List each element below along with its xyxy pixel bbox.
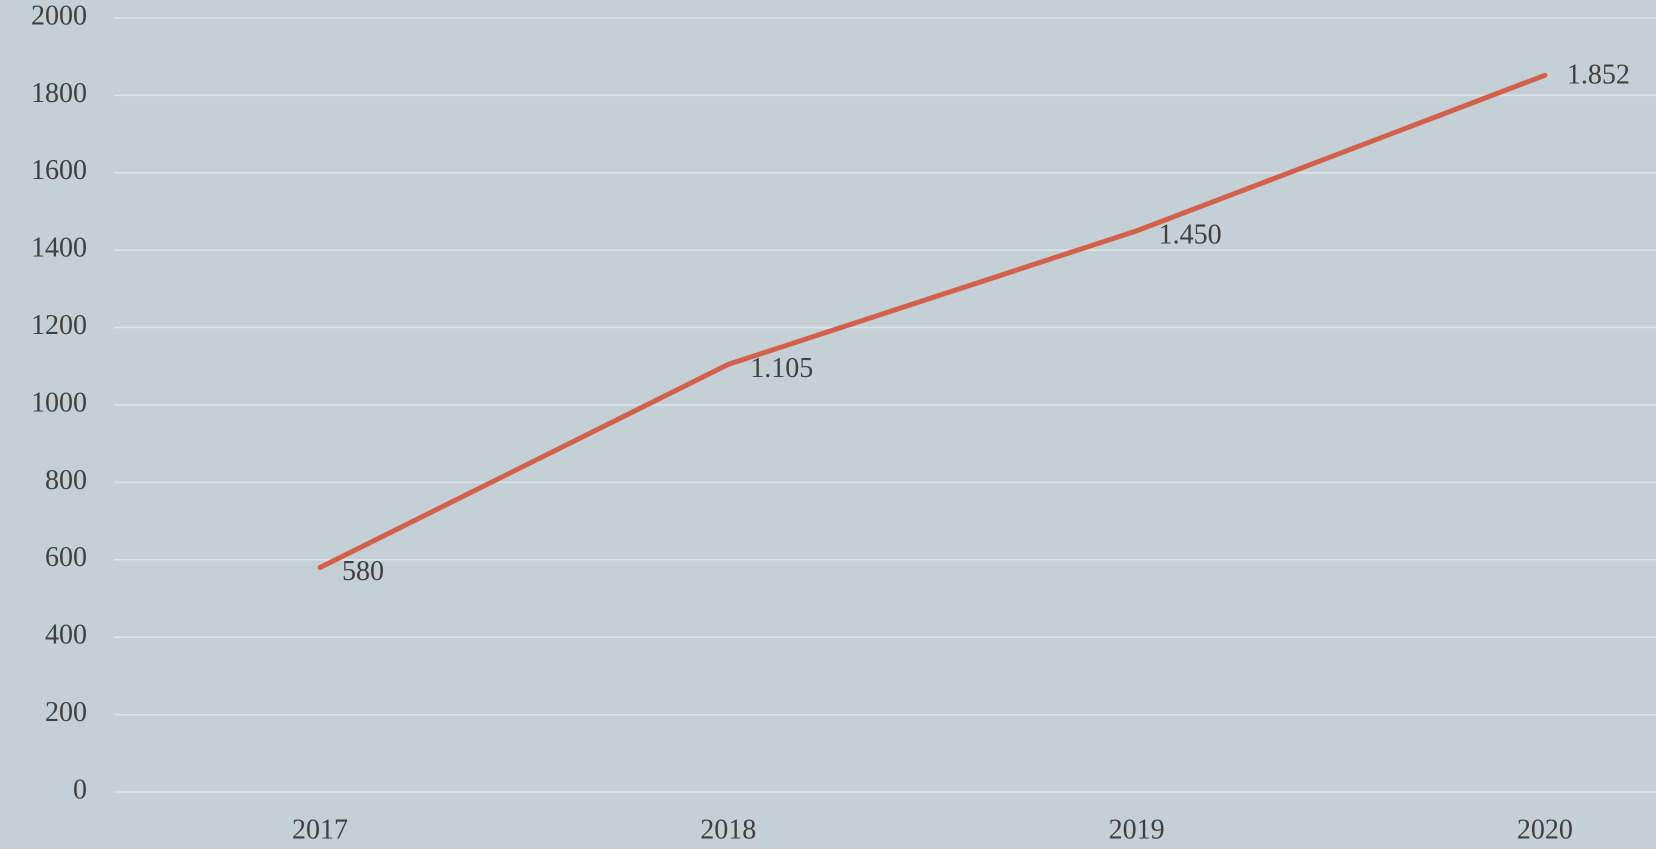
- y-tick-label: 1200: [31, 310, 87, 341]
- y-tick-label: 1000: [31, 387, 87, 418]
- x-tick-label: 2020: [1517, 814, 1573, 845]
- y-tick-label: 1600: [31, 155, 87, 186]
- data-label: 580: [342, 556, 384, 587]
- y-tick-label: 800: [45, 465, 87, 496]
- line: [317, 72, 1548, 571]
- y-tick-label: 400: [45, 620, 87, 651]
- y-tick-label: 200: [45, 697, 87, 728]
- data-label: 1.105: [750, 353, 813, 384]
- x-tick-label: 2017: [292, 814, 348, 845]
- y-tick-label: 1800: [31, 78, 87, 109]
- y-tick-label: 0: [73, 774, 87, 805]
- x-tick-label: 2019: [1109, 814, 1165, 845]
- data-label: 1.852: [1567, 60, 1630, 91]
- x-tick-label: 2018: [700, 814, 756, 845]
- y-tick-label: 600: [45, 542, 87, 573]
- y-tick-label: 1400: [31, 233, 87, 264]
- data-label: 1.450: [1159, 219, 1222, 250]
- y-tick-label: 2000: [31, 0, 87, 31]
